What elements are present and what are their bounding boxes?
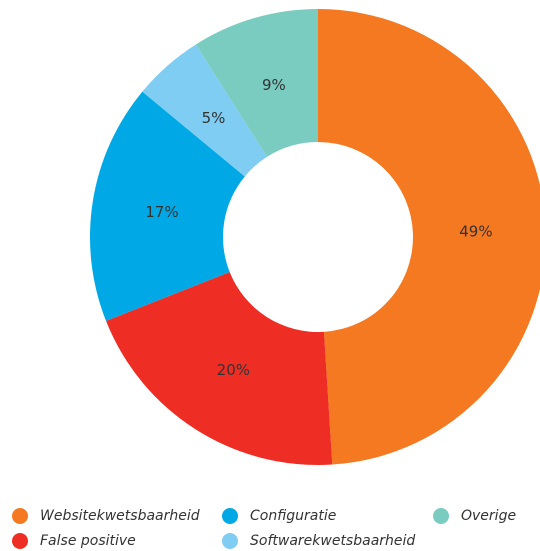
legend-label: Overige	[461, 508, 516, 524]
legend-label: Configuratie	[250, 508, 336, 524]
legend-label: Softwarekwetsbaarheid	[250, 533, 415, 549]
legend-label: False positive	[40, 533, 136, 549]
legend-label: Websitekwetsbaarheid	[40, 508, 200, 524]
donut-slice	[106, 271, 333, 465]
legend-swatch	[222, 533, 238, 549]
slice-label: 5%	[202, 109, 226, 127]
donut-slice	[318, 9, 540, 465]
legend-swatch	[222, 508, 238, 524]
legend-swatch	[12, 533, 28, 549]
legend-swatch	[12, 508, 28, 524]
slice-label: 20%	[217, 361, 250, 379]
slice-label: 17%	[145, 203, 178, 221]
legend-swatch	[433, 508, 449, 524]
slice-label: 49%	[459, 223, 492, 241]
donut-slice	[90, 91, 245, 321]
slice-label: 9%	[262, 76, 286, 94]
donut-slice	[195, 9, 318, 157]
donut-slice	[142, 44, 268, 177]
